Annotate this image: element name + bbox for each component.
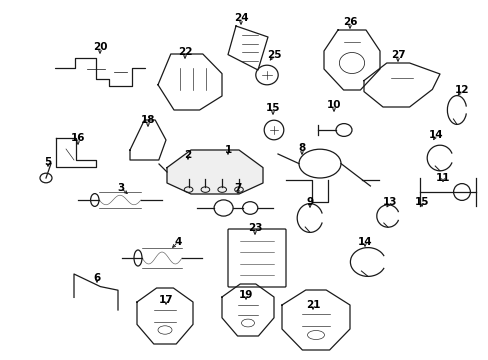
Text: 11: 11 (435, 173, 449, 183)
Polygon shape (167, 150, 263, 194)
Text: 10: 10 (326, 100, 341, 110)
Text: 8: 8 (298, 143, 305, 153)
Text: 23: 23 (247, 223, 262, 233)
Text: 12: 12 (454, 85, 468, 95)
Text: 25: 25 (266, 50, 281, 60)
Text: 20: 20 (93, 42, 107, 52)
Text: 16: 16 (71, 133, 85, 143)
Text: 7: 7 (234, 183, 241, 193)
Text: 15: 15 (265, 103, 280, 113)
Text: 3: 3 (117, 183, 124, 193)
Text: 24: 24 (233, 13, 248, 23)
Text: 13: 13 (382, 197, 396, 207)
Text: 1: 1 (224, 145, 231, 155)
Text: 4: 4 (174, 237, 182, 247)
Text: 19: 19 (238, 290, 253, 300)
Text: 17: 17 (159, 295, 173, 305)
Text: 5: 5 (44, 157, 52, 167)
Text: 21: 21 (305, 300, 320, 310)
Text: 6: 6 (93, 273, 101, 283)
Text: 18: 18 (141, 115, 155, 125)
Text: 27: 27 (390, 50, 405, 60)
Text: 26: 26 (342, 17, 357, 27)
Text: 14: 14 (428, 130, 443, 140)
Text: 2: 2 (184, 150, 191, 160)
Text: 9: 9 (306, 197, 313, 207)
Text: 22: 22 (177, 47, 192, 57)
Text: 15: 15 (414, 197, 428, 207)
Text: 14: 14 (357, 237, 371, 247)
